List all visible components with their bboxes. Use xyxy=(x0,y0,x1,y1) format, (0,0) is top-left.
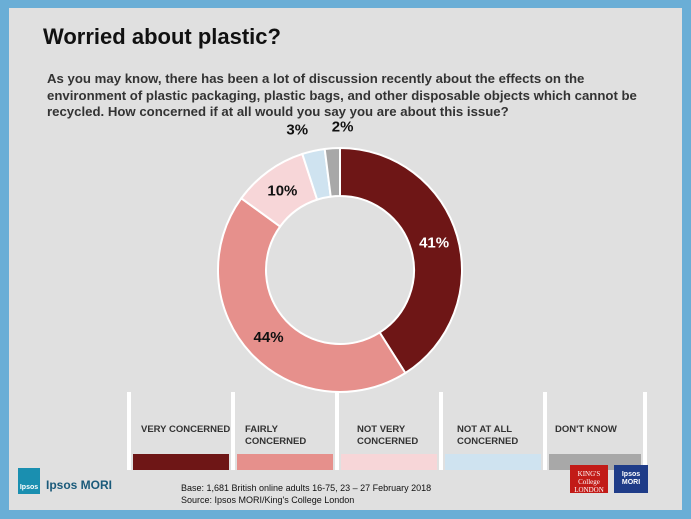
kcl-logo-line: College xyxy=(578,478,600,486)
slice-very-concerned xyxy=(339,146,463,375)
data-label-very-concerned: 41% xyxy=(419,235,449,252)
legend-item-not-at-all-concerned: NOT AT ALL CONCERNED xyxy=(439,392,543,470)
ipsos-mori-logo-icon: Ipsos MORI xyxy=(614,465,648,493)
kcl-logo-line: LONDON xyxy=(574,486,604,494)
source-note: Source: Ipsos MORI/King's College London xyxy=(181,495,355,505)
legend: VERY CONCERNED FAIRLY CONCERNED NOT VERY… xyxy=(127,392,647,470)
mori-logo-line: MORI xyxy=(621,479,641,486)
data-label-not-very-concerned: 10% xyxy=(267,183,297,200)
page-title: Worried about plastic? xyxy=(43,24,281,49)
ipsos-logo-icon: Ipsos xyxy=(18,468,40,494)
kcl-logo-icon: KING'S College LONDON xyxy=(570,465,608,494)
footer-note: Base: 1,681 British online adults 16-75,… xyxy=(181,482,431,506)
ipsos-name: Ipsos MORI xyxy=(46,478,113,492)
data-label-dont-know: 2% xyxy=(332,118,354,135)
data-label-fairly-concerned: 44% xyxy=(254,329,284,346)
legend-label: NOT AT ALL CONCERNED xyxy=(457,424,519,447)
legend-label: FAIRLY CONCERNED xyxy=(245,424,307,447)
legend-label: VERY CONCERNED xyxy=(141,424,231,435)
legend-swatch xyxy=(133,454,229,470)
legend-item-fairly-concerned: FAIRLY CONCERNED xyxy=(231,392,335,470)
legend-swatch xyxy=(341,454,437,470)
legend-label: DON'T KNOW xyxy=(555,424,617,435)
legend-item-very-concerned: VERY CONCERNED xyxy=(127,392,231,470)
data-label-not-at-all-concerned: 3% xyxy=(286,122,308,139)
donut-chart: 41% 44% 10% 3% 2% xyxy=(217,118,463,393)
legend-swatch xyxy=(237,454,333,470)
slice-dont-know xyxy=(323,146,341,198)
legend-item-not-very-concerned: NOT VERY CONCERNED xyxy=(335,392,439,470)
survey-question: As you may know, there has been a lot of… xyxy=(47,71,637,119)
base-note: Base: 1,681 British online adults 16-75,… xyxy=(181,483,432,493)
legend-item-dont-know: DON'T KNOW xyxy=(543,392,647,470)
kcl-logo-line: KING'S xyxy=(577,470,601,478)
legend-label: NOT VERY CONCERNED xyxy=(357,424,419,447)
mori-logo-line: Ipsos xyxy=(621,471,641,478)
legend-swatch xyxy=(445,454,541,470)
slide: Worried about plastic? As you may know, … xyxy=(9,8,682,510)
slice-fairly-concerned xyxy=(217,196,407,393)
